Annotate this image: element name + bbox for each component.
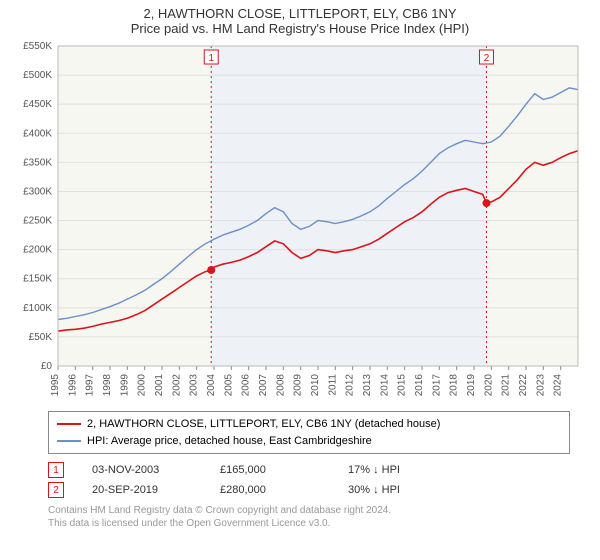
legend: 2, HAWTHORN CLOSE, LITTLEPORT, ELY, CB6 … [48, 411, 570, 454]
svg-text:£150K: £150K [23, 274, 52, 285]
svg-text:1998: 1998 [102, 374, 113, 397]
svg-text:2000: 2000 [137, 374, 148, 397]
svg-text:£500K: £500K [23, 70, 52, 81]
svg-text:1996: 1996 [67, 374, 78, 397]
line-chart-svg: £0 £50K £100K £150K £200K £250K £300K £350K £400… [10, 40, 590, 400]
footer-line: This data is licensed under the Open Gov… [48, 517, 570, 530]
legend-item: 2, HAWTHORN CLOSE, LITTLEPORT, ELY, CB6 … [57, 416, 561, 433]
chart-container: 2, HAWTHORN CLOSE, LITTLEPORT, ELY, CB6 … [0, 0, 600, 560]
legend-item: HPI: Average price, detached house, East… [57, 433, 561, 450]
svg-text:2015: 2015 [397, 374, 408, 397]
svg-text:£300K: £300K [23, 186, 52, 197]
svg-text:2021: 2021 [501, 374, 512, 397]
svg-text:2011: 2011 [327, 374, 338, 396]
legend-label: HPI: Average price, detached house, East… [87, 433, 372, 450]
svg-text:£50K: £50K [29, 332, 53, 343]
svg-text:1999: 1999 [119, 374, 130, 397]
svg-text:1: 1 [208, 53, 214, 64]
svg-text:2004: 2004 [206, 374, 217, 397]
svg-text:2019: 2019 [466, 374, 477, 397]
svg-text:2006: 2006 [241, 374, 252, 397]
legend-swatch-hpi [57, 440, 81, 442]
svg-text:£100K: £100K [23, 303, 52, 314]
sales-table: 1 03-NOV-2003 £165,000 17% ↓ HPI 2 20-SE… [48, 460, 570, 500]
footer-line: Contains HM Land Registry data © Crown c… [48, 504, 570, 517]
svg-text:2003: 2003 [189, 374, 200, 397]
svg-text:2023: 2023 [535, 374, 546, 397]
svg-text:2018: 2018 [449, 374, 460, 397]
chart-area: £0 £50K £100K £150K £200K £250K £300K £350K £400… [10, 40, 590, 405]
svg-text:£550K: £550K [23, 41, 52, 52]
svg-text:£450K: £450K [23, 99, 52, 110]
svg-text:£200K: £200K [23, 245, 52, 256]
sale-date: 20-SEP-2019 [92, 484, 192, 496]
title-subtitle: Price paid vs. HM Land Registry's House … [0, 21, 600, 36]
svg-text:2002: 2002 [171, 374, 182, 397]
sale-date: 03-NOV-2003 [92, 464, 192, 476]
svg-text:2010: 2010 [310, 374, 321, 397]
legend-swatch-property [57, 423, 81, 425]
svg-text:2001: 2001 [154, 374, 165, 397]
svg-text:2: 2 [484, 53, 490, 64]
sale-price: £280,000 [220, 484, 320, 496]
svg-text:2016: 2016 [414, 374, 425, 397]
svg-text:2012: 2012 [345, 374, 356, 397]
table-row: 2 20-SEP-2019 £280,000 30% ↓ HPI [48, 480, 570, 500]
sale-price: £165,000 [220, 464, 320, 476]
sale-delta: 30% ↓ HPI [348, 484, 448, 496]
svg-text:2005: 2005 [223, 374, 234, 397]
marker-badge: 2 [48, 482, 64, 498]
svg-text:1997: 1997 [85, 374, 96, 397]
svg-text:2007: 2007 [258, 374, 269, 397]
svg-text:£400K: £400K [23, 128, 52, 139]
svg-text:2009: 2009 [293, 374, 304, 397]
svg-text:2013: 2013 [362, 374, 373, 397]
svg-text:2024: 2024 [553, 374, 564, 397]
legend-label: 2, HAWTHORN CLOSE, LITTLEPORT, ELY, CB6 … [87, 416, 440, 433]
svg-text:2008: 2008 [275, 374, 286, 397]
svg-text:2020: 2020 [483, 374, 494, 397]
svg-text:£0: £0 [41, 361, 53, 372]
svg-text:2014: 2014 [379, 374, 390, 397]
footer-attribution: Contains HM Land Registry data © Crown c… [48, 504, 570, 530]
svg-text:£350K: £350K [23, 157, 52, 168]
svg-text:2017: 2017 [431, 374, 442, 397]
svg-text:£250K: £250K [23, 216, 52, 227]
marker-badge: 1 [48, 462, 64, 478]
sale-delta: 17% ↓ HPI [348, 464, 448, 476]
svg-text:2022: 2022 [518, 374, 529, 397]
table-row: 1 03-NOV-2003 £165,000 17% ↓ HPI [48, 460, 570, 480]
svg-text:1995: 1995 [50, 374, 61, 397]
title-address: 2, HAWTHORN CLOSE, LITTLEPORT, ELY, CB6 … [0, 0, 600, 21]
